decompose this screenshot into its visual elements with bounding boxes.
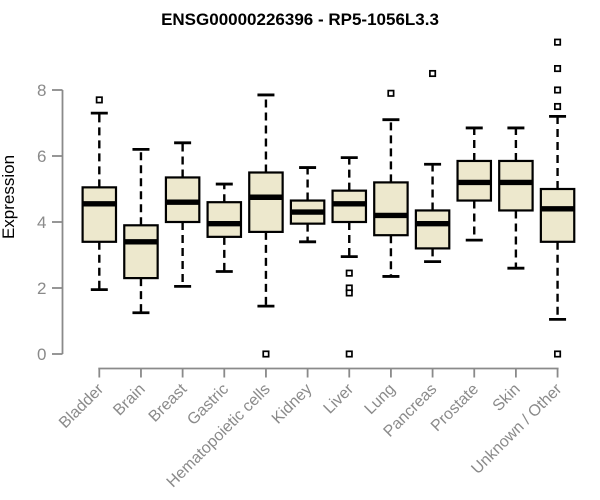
box-prostate	[456, 126, 493, 242]
outlier-point	[262, 350, 270, 358]
chart-title: ENSG00000226396 - RP5-1056L3.3	[161, 10, 439, 29]
outlier-point	[95, 96, 103, 104]
y-tick-label: 4	[37, 213, 46, 232]
outlier-point	[345, 350, 353, 358]
x-tick-label-kidney: Kidney	[269, 381, 316, 428]
x-tick-label-bladder: Bladder	[56, 380, 107, 431]
outlier-point	[554, 350, 562, 358]
outlier-point	[387, 89, 395, 97]
y-axis-title: Expression	[0, 155, 18, 239]
box-kidney	[289, 166, 326, 244]
box-brain	[123, 147, 159, 315]
iqr-box	[539, 187, 576, 243]
outlier-point	[554, 102, 562, 111]
box-skin	[498, 126, 534, 270]
boxes-layer	[81, 38, 576, 358]
y-tick-label: 2	[37, 279, 46, 298]
iqr-box	[498, 159, 534, 212]
box-lung	[373, 89, 409, 278]
iqr-box	[248, 171, 284, 234]
box-unknown-other	[539, 38, 576, 358]
y-tick-label: 0	[37, 345, 46, 364]
x-tick-label-skin: Skin	[490, 381, 524, 415]
iqr-box	[206, 201, 243, 238]
iqr-box	[81, 186, 118, 243]
outlier-point	[554, 64, 562, 73]
y-tick-label: 8	[37, 81, 46, 100]
box-hematopoietic-cells	[248, 93, 284, 358]
iqr-box	[123, 224, 159, 280]
box-gastric	[206, 182, 243, 273]
outlier-point	[554, 38, 562, 46]
outlier-point	[554, 86, 562, 94]
x-tick-label-breast: Breast	[146, 380, 191, 425]
x-tick-label-lung: Lung	[362, 381, 399, 418]
x-tick-label-brain: Brain	[110, 381, 148, 419]
outlier-point	[345, 289, 353, 297]
box-pancreas	[414, 69, 451, 264]
box-breast	[164, 141, 201, 288]
box-bladder	[81, 96, 118, 292]
outlier-point	[429, 69, 437, 78]
x-tick-label-liver: Liver	[321, 380, 358, 417]
iqr-box	[373, 181, 409, 237]
outlier-point	[345, 269, 353, 277]
box-liver	[331, 156, 368, 358]
iqr-box	[414, 209, 451, 250]
y-tick-label: 6	[37, 147, 46, 166]
